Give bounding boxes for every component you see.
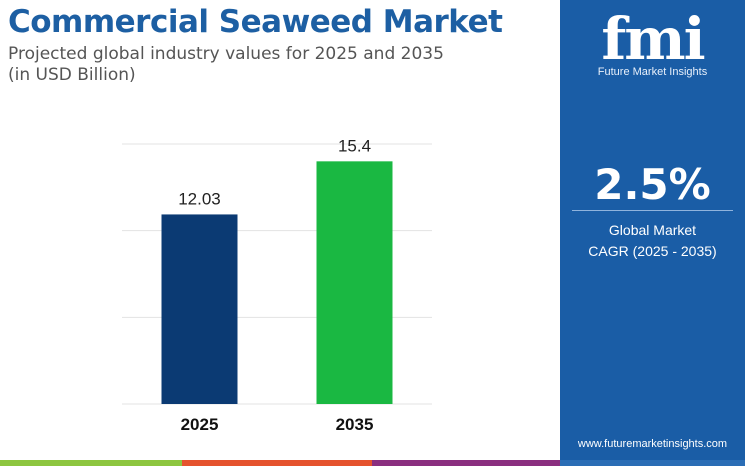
- bottom-color-strip: [0, 460, 745, 466]
- data-label-2035: 15.4: [338, 136, 371, 155]
- strip-segment-0: [0, 460, 182, 466]
- logo-text: Future Market Insights: [597, 66, 708, 78]
- website-link[interactable]: www.futuremarketinsights.com: [577, 438, 728, 450]
- cagr-value: 2.5%: [594, 160, 711, 209]
- chart-subtitle: Projected global industry values for 202…: [8, 44, 444, 86]
- x-tick-label-2025: 2025: [181, 415, 219, 434]
- logo-mark: fmi: [601, 5, 705, 73]
- bar-2025: [161, 214, 238, 404]
- fmi-logo: fmi Future Market Insights: [560, 8, 745, 78]
- strip-segment-3: [560, 460, 745, 466]
- chart-title: Commercial Seaweed Market: [8, 4, 503, 40]
- cagr-divider: [572, 210, 733, 211]
- cagr-label: Global Market CAGR (2025 - 2035): [560, 220, 745, 262]
- cagr-label-line-2: CAGR (2025 - 2035): [588, 243, 717, 259]
- subtitle-line-1: Projected global industry values for 202…: [8, 44, 444, 64]
- cagr-label-line-1: Global Market: [608, 222, 697, 238]
- x-tick-label-2035: 2035: [336, 415, 374, 434]
- data-label-2025: 12.03: [178, 189, 221, 208]
- strip-segment-2: [372, 460, 560, 466]
- bar-chart: 12.03 2025 15.4 2035: [122, 136, 432, 434]
- subtitle-line-2: (in USD Billion): [8, 65, 136, 85]
- side-panel: fmi Future Market Insights 2.5% Global M…: [560, 0, 745, 466]
- strip-segment-1: [182, 460, 372, 466]
- bar-2035: [316, 161, 393, 404]
